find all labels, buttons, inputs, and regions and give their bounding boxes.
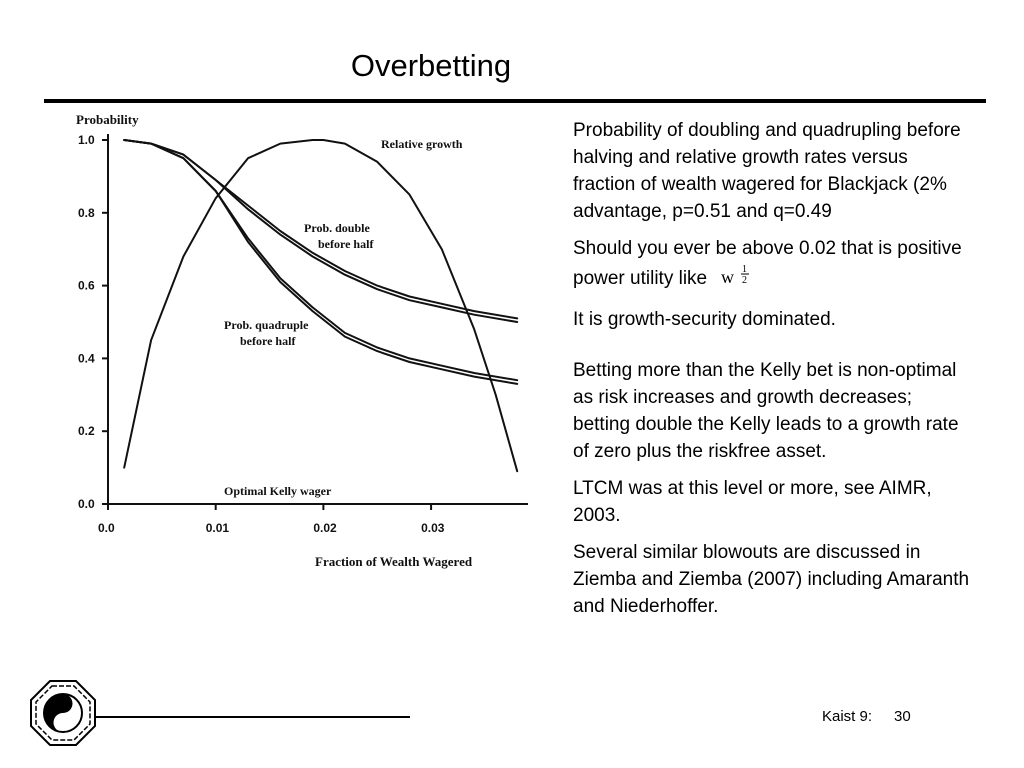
footer-label: Kaist 9: (822, 708, 873, 725)
x-axis-label: Fraction of Wealth Wagered (315, 554, 473, 569)
x-tick-label: 0.02 (313, 521, 337, 535)
paragraph-ltcm: LTCM was at this level or more, see AIMR… (573, 478, 932, 526)
x-tick-label: 0.03 (421, 521, 445, 535)
explanation-text: Probability of doubling and quadrupling … (573, 117, 973, 630)
x-tick-label: 0.01 (206, 521, 230, 535)
chart-ticks: 0.0 0.2 0.4 0.6 0.8 1.0 0.0 0.01 0.02 0.03 (78, 133, 445, 535)
y-tick-label: 0.4 (78, 351, 95, 365)
y-tick-label: 0.6 (78, 279, 95, 293)
chart-labels: Probability Fraction of Wealth Wagered R… (76, 112, 473, 569)
paragraph-kelly-bet: Betting more than the Kelly bet is non-o… (573, 360, 959, 462)
x-tick-label: 0.0 (98, 521, 115, 535)
y-tick-label: 0.8 (78, 206, 95, 220)
paragraph-power-utility: Should you ever be above 0.02 that is po… (573, 235, 973, 296)
y-tick-label: 1.0 (78, 133, 95, 147)
power-utility-text: Should you ever be above 0.02 that is po… (573, 238, 962, 290)
slide-title: Overbetting (350, 48, 512, 83)
paragraph-blowouts: Several similar blowouts are discussed i… (573, 542, 970, 617)
series-line-quad_b (123, 139, 519, 385)
annotation-prob-quadruple-line1: Prob. quadruple (224, 318, 309, 332)
title-divider (44, 99, 986, 103)
chart-axes (107, 134, 528, 505)
footer: Kaist 9: 30 (822, 708, 911, 725)
paragraph-dominated: It is growth-security dominated. (573, 309, 836, 330)
y-tick-label: 0.0 (78, 497, 95, 511)
y-tick-label: 0.2 (78, 424, 95, 438)
chart-series (123, 139, 519, 473)
formula-base: w (721, 267, 734, 287)
series-line-growth (123, 139, 519, 473)
page-number: 30 (894, 708, 911, 725)
annotation-prob-double-line2: before half (318, 237, 374, 251)
paragraph-description: Probability of doubling and quadrupling … (573, 120, 961, 222)
y-axis-label: Probability (76, 112, 139, 127)
footer-divider (96, 716, 410, 718)
logo-icon (30, 680, 96, 746)
annotation-prob-double-line1: Prob. double (304, 221, 370, 235)
series-line-double_b (123, 139, 519, 323)
annotation-prob-quadruple-line2: before half (240, 334, 296, 348)
probability-growth-chart: 0.0 0.2 0.4 0.6 0.8 1.0 0.0 0.01 0.02 0.03 Probab… (76, 112, 528, 569)
annotation-optimal-kelly: Optimal Kelly wager (224, 484, 332, 498)
formula-exp-denominator: 2 (742, 275, 747, 286)
annotation-relative-growth: Relative growth (381, 137, 463, 151)
formula-exp-numerator: 1 (742, 264, 747, 275)
